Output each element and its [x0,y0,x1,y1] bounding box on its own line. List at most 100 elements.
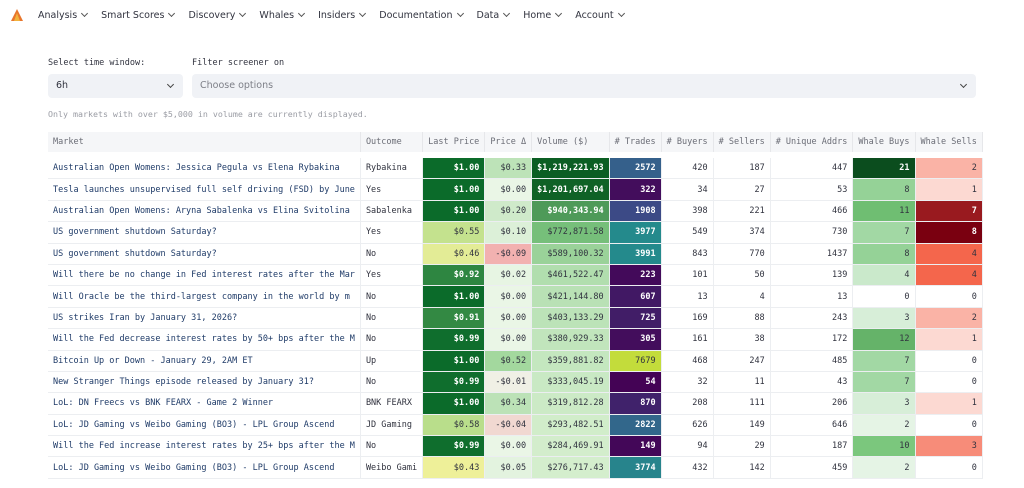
table-cell: $0.34 [484,392,533,415]
filter-label: Filter screener on [192,58,285,68]
table-cell: 111 [713,392,771,415]
market-cell: Will the Fed increase interest rates by … [48,435,361,458]
table-cell: 730 [770,221,854,244]
table-cell: 0 [915,414,983,437]
volume-note: Only markets with over $5,000 in volume … [48,109,368,119]
table-cell: 626 [661,414,714,437]
table-cell: $1,219,221.93 [531,155,610,180]
nav-item[interactable]: Insiders [318,10,365,21]
nav-item[interactable]: Home [523,10,561,21]
table-cell: $380,929.33 [531,328,610,351]
market-cell: New Stranger Things episode released by … [48,371,361,394]
table-body: Australian Open Womens: Jessica Pegula v… [48,155,983,479]
nav-item[interactable]: Whales [259,10,304,21]
table-cell: -$0.01 [484,371,533,394]
table-cell: No [360,328,424,351]
market-cell: Australian Open Womens: Jessica Pegula v… [48,155,361,180]
market-cell: LoL: JD Gaming vs Weibo Gaming (BO3) - L… [48,456,361,479]
table-cell: 2 [915,155,983,180]
filter-select[interactable]: Choose options [192,74,976,98]
table-cell: 646 [770,414,854,437]
table-row: LoL: JD Gaming vs Weibo Gaming (BO3) - L… [48,414,983,437]
table-cell: $0.00 [484,328,533,351]
table-cell: 3977 [609,221,662,244]
table-cell: 172 [770,328,854,351]
nav-item[interactable]: Data [477,10,510,21]
table-cell: $0.00 [484,307,533,330]
table-cell: $0.43 [422,456,486,479]
table-cell: 161 [661,328,714,351]
market-cell: LoL: JD Gaming vs Weibo Gaming (BO3) - L… [48,414,361,437]
table-cell: $293,482.51 [531,414,610,437]
table-cell: 4 [852,264,916,287]
table-cell: 142 [713,456,771,479]
table-cell: 3774 [609,456,662,479]
table-cell: 2 [915,307,983,330]
table-cell: 3 [852,307,916,330]
table-cell: 139 [770,264,854,287]
table-cell: $461,522.47 [531,264,610,287]
nav-item[interactable]: Analysis [38,10,87,21]
table-cell: $1.00 [422,155,486,180]
table-cell: 870 [609,392,662,415]
table-cell: 468 [661,350,714,372]
table-cell: $0.10 [484,221,533,244]
table-row: Will the Fed increase interest rates by … [48,435,983,458]
table-cell: 374 [713,221,771,244]
table-cell: 459 [770,456,854,479]
column-header: Whale Sells [915,132,983,158]
table-cell: 88 [713,307,771,330]
table-cell: $1.00 [422,350,486,372]
table-cell: $0.05 [484,456,533,479]
table-cell: No [360,285,424,308]
table-cell: 101 [661,264,714,287]
table-row: New Stranger Things episode released by … [48,371,983,394]
table-cell: No [360,371,424,394]
nav-item[interactable]: Documentation [379,10,462,21]
table-cell: 12 [852,328,916,351]
nav-item[interactable]: Discovery [188,10,245,21]
table-cell: Sabalenka [360,200,424,223]
column-header: Market [48,132,361,158]
table-cell: $0.58 [422,414,486,437]
table-cell: $284,469.91 [531,435,610,458]
table-cell: $0.33 [484,155,533,180]
table-cell: 1908 [609,200,662,223]
table-cell: No [360,435,424,458]
table-cell: 1 [915,392,983,415]
table-cell: 3991 [609,243,662,265]
table-cell: 29 [713,435,771,458]
table-cell: 1437 [770,243,854,265]
column-header: # Unique Addrs [770,132,854,158]
logo[interactable] [10,8,24,22]
screener-table: Market Outcome Last Price Price Δ Volume ($)… [48,132,983,479]
table-cell: 50 [713,264,771,287]
table-cell: 3 [852,392,916,415]
table-cell: 221 [713,200,771,223]
time-window-select[interactable]: 6h [48,74,183,98]
table-cell: 13 [770,285,854,308]
table-row: Will Oracle be the third-largest company… [48,285,983,308]
market-cell: US government shutdown Saturday? [48,221,361,244]
table-cell: 7 [915,200,983,223]
table-cell: $276,717.43 [531,456,610,479]
table-cell: 8 [915,221,983,244]
table-cell: 206 [770,392,854,415]
table-cell: No [360,243,424,265]
table-cell: 149 [713,414,771,437]
market-cell: Bitcoin Up or Down - January 29, 2AM ET [48,350,361,372]
table-cell: 32 [661,371,714,394]
time-window-label: Select time window: [48,58,146,68]
header-row: Market Outcome Last Price Price Δ Volume ($)… [48,132,983,158]
nav-item[interactable]: Account [575,10,623,21]
table-cell: Yes [360,221,424,244]
table-cell: 0 [915,285,983,308]
table-cell: 43 [770,371,854,394]
table-cell: 420 [661,155,714,180]
table-cell: $0.99 [422,371,486,394]
table-cell: 21 [852,155,916,180]
table-row: Bitcoin Up or Down - January 29, 2AM ET U… [48,350,983,372]
table-cell: $0.00 [484,178,533,201]
nav-item[interactable]: Smart Scores [101,10,174,21]
